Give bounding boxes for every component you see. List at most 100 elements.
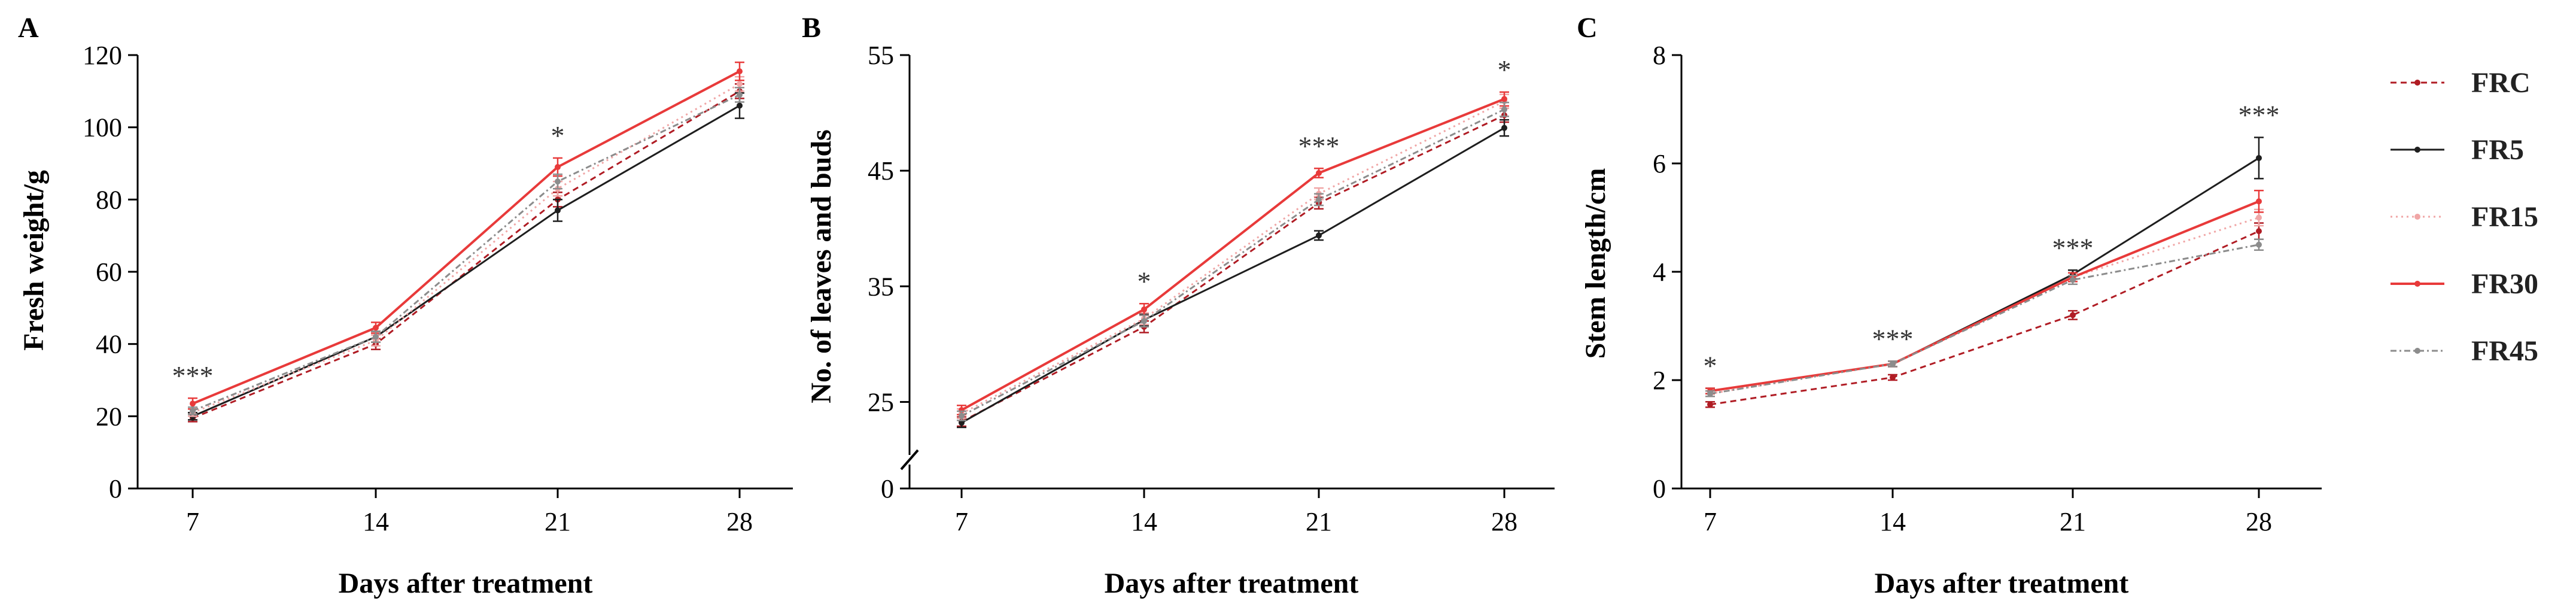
panel-a-x-tick-label: 21 bbox=[545, 507, 571, 536]
panel-a-series-fr45-point bbox=[190, 408, 196, 414]
panel-c-y-tick-label: 6 bbox=[1653, 149, 1666, 178]
panel-c-y-tick-label: 8 bbox=[1653, 41, 1666, 70]
panel-c: C Stem length/cm Days after treatment 0 2… bbox=[1577, 12, 2322, 599]
panel-b-letter: B bbox=[802, 12, 821, 44]
panel-a-series-fr45-point bbox=[555, 178, 561, 185]
panel-b-series-fr45-point bbox=[1141, 318, 1147, 324]
panel-b-series-frc-line bbox=[961, 114, 1505, 423]
panel-a-letter: A bbox=[18, 12, 39, 44]
panel-a-series-fr15-point bbox=[737, 81, 743, 87]
panel-b-y-tick-label: 55 bbox=[868, 41, 894, 70]
panel-a-series-fr45-line bbox=[192, 94, 740, 412]
panel-a-y-tick-label: 100 bbox=[83, 113, 122, 142]
panel-b-series-fr45-point bbox=[1316, 196, 1322, 203]
legend-item: FR30 bbox=[2391, 268, 2538, 300]
panel-b-series-fr30-point bbox=[1501, 96, 1507, 102]
panel-c-series-fr45-point bbox=[1707, 390, 1713, 397]
panel-b-significance-marker: * bbox=[1138, 266, 1151, 296]
panel-a-y-tick-label: 40 bbox=[96, 330, 122, 359]
panel-a-x-title: Days after treatment bbox=[339, 568, 593, 599]
panel-a-series-fr15-line bbox=[192, 83, 740, 414]
panel-b-series-fr45-line bbox=[961, 108, 1505, 417]
legend-item: FR5 bbox=[2391, 134, 2524, 166]
panel-c-letter: C bbox=[1577, 12, 1598, 44]
panel-b-x-title: Days after treatment bbox=[1105, 568, 1359, 599]
panel-a-series-fr30-line bbox=[192, 70, 740, 405]
panel-c-significance-marker: *** bbox=[2239, 100, 2280, 131]
panel-b: B No. of leaves and buds Days after trea… bbox=[802, 12, 1555, 599]
panel-c-series-fr45-point bbox=[2070, 277, 2076, 283]
panel-c-y-tick-label: 2 bbox=[1653, 366, 1666, 395]
panel-c-x-title: Days after treatment bbox=[1875, 568, 2129, 599]
panel-c-x-tick-label: 28 bbox=[2246, 507, 2272, 536]
panel-a-series-fr30-point bbox=[555, 164, 561, 171]
panel-a: A Fresh weight/g Days after treatment 0 2… bbox=[18, 12, 793, 599]
panel-c-series-fr45-point bbox=[2256, 241, 2262, 248]
panel-b-y-title: No. of leaves and buds bbox=[805, 129, 837, 403]
panel-c-x-tick-label: 21 bbox=[2060, 507, 2086, 536]
panel-b-axis-break-mark bbox=[900, 449, 919, 471]
panel-c-series-fr5-line bbox=[1710, 157, 2259, 392]
legend-label-fr45: FR45 bbox=[2471, 335, 2538, 367]
panel-a-y-tick-label: 0 bbox=[109, 474, 122, 503]
panel-c-significance-marker: * bbox=[1704, 351, 1717, 381]
legend-marker-fr15 bbox=[2414, 214, 2420, 220]
legend-item: FR15 bbox=[2391, 201, 2538, 233]
panel-b-series-fr30-point bbox=[1141, 306, 1147, 312]
panel-a-series-fr45-point bbox=[737, 92, 743, 98]
legend-marker-fr5 bbox=[2414, 147, 2420, 153]
legend-marker-fr45 bbox=[2414, 348, 2420, 354]
panel-a-y-tick-label: 80 bbox=[96, 185, 122, 214]
panel-c-significance-marker: *** bbox=[1872, 323, 1914, 354]
panel-a-y-title: Fresh weight/g bbox=[18, 170, 50, 351]
panel-b-series-fr30-line bbox=[961, 98, 1505, 411]
panel-c-series-fr5-point bbox=[2256, 154, 2262, 161]
panel-a-y-tick-label: 120 bbox=[83, 41, 122, 70]
panel-a-series-fr5-point bbox=[737, 102, 743, 109]
panel-b-x-tick-label: 28 bbox=[1491, 507, 1517, 536]
panel-b-series-fr5-line bbox=[961, 127, 1505, 424]
panel-c-y-tick-label: 4 bbox=[1653, 257, 1666, 287]
panel-c-significance-marker: *** bbox=[2052, 232, 2094, 263]
panel-b-y-tick-label: 25 bbox=[868, 387, 894, 417]
panel-c-series-fr45-point bbox=[1890, 360, 1896, 367]
panel-b-significance-marker: *** bbox=[1298, 131, 1340, 161]
panel-a-significance-marker: *** bbox=[172, 360, 214, 391]
panel-b-significance-marker: * bbox=[1498, 54, 1511, 85]
panel-a-y-tick-label: 60 bbox=[96, 257, 122, 287]
legend-label-fr15: FR15 bbox=[2471, 201, 2538, 233]
legend-label-fr5: FR5 bbox=[2471, 134, 2524, 166]
legend: FRC FR5 FR15 FR30 FR45 bbox=[2391, 67, 2538, 367]
panel-c-series-fr30-point bbox=[2256, 198, 2262, 205]
panel-c-y-tick-label: 0 bbox=[1653, 474, 1666, 503]
panel-a-series-fr45-point bbox=[373, 333, 379, 340]
panel-b-series-fr5-point bbox=[1501, 125, 1507, 131]
panel-b-series-fr45-point bbox=[1501, 106, 1507, 113]
panel-b-series-fr30-point bbox=[1316, 170, 1322, 177]
panel-c-series-frc-point bbox=[2256, 228, 2262, 235]
legend-marker-frc bbox=[2414, 80, 2420, 86]
panel-b-x-tick-label: 21 bbox=[1306, 507, 1332, 536]
panel-a-x-tick-label: 14 bbox=[363, 507, 389, 536]
panel-b-y-tick-label: 35 bbox=[868, 272, 894, 301]
panel-b-series-fr5-point bbox=[1316, 232, 1322, 239]
panel-b-series-fr5-point bbox=[959, 420, 965, 426]
panel-a-y-tick-label: 20 bbox=[96, 402, 122, 431]
panel-c-series-frc-line bbox=[1710, 230, 2259, 406]
panel-a-series-fr30-point bbox=[737, 68, 743, 75]
legend-label-frc: FRC bbox=[2471, 67, 2531, 99]
panel-c-x-tick-label: 14 bbox=[1879, 507, 1906, 536]
panel-b-x-tick-label: 7 bbox=[955, 507, 968, 536]
panel-b-series-fr45-point bbox=[959, 412, 965, 419]
panel-c-series-frc-point bbox=[2070, 312, 2076, 318]
legend-item: FRC bbox=[2391, 67, 2531, 99]
panel-a-significance-marker: * bbox=[551, 120, 565, 151]
panel-c-y-title: Stem length/cm bbox=[1580, 168, 1611, 359]
panel-b-series-fr15-line bbox=[961, 100, 1505, 415]
legend-label-fr30: FR30 bbox=[2471, 268, 2538, 300]
panel-c-x-tick-label: 7 bbox=[1704, 507, 1717, 536]
